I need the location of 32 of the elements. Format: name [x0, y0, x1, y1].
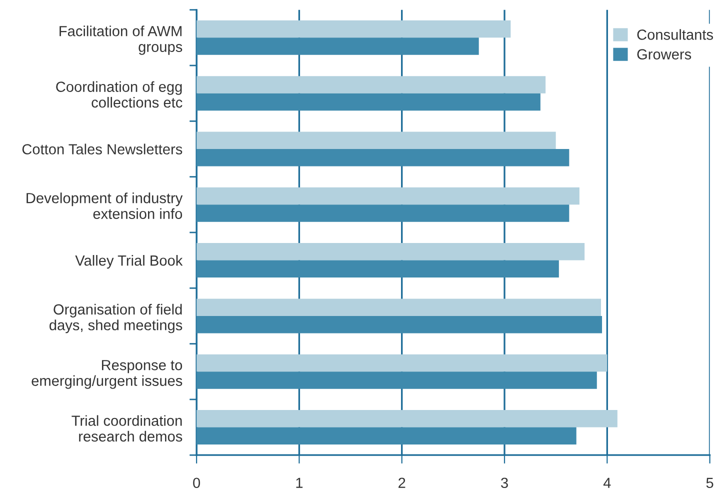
bar	[196, 93, 540, 111]
bar	[196, 76, 546, 94]
bar	[196, 20, 511, 38]
bar	[196, 187, 580, 205]
bar	[196, 38, 479, 55]
bar	[196, 260, 559, 278]
bar	[196, 148, 570, 166]
bar	[196, 354, 608, 372]
x-tick-label: 5	[706, 478, 714, 488]
bar	[196, 410, 618, 428]
legend-label: Consultants	[637, 29, 714, 40]
bar	[196, 204, 570, 222]
bar	[196, 132, 556, 149]
y-tick-label: Response to emerging/urgent issues	[32, 360, 182, 389]
bar	[196, 427, 576, 445]
bar	[196, 298, 601, 316]
x-tick-label: 2	[398, 478, 406, 488]
y-tick-label: Valley Trial Book	[75, 255, 183, 269]
y-tick-label: Trial coordination research demos	[72, 415, 182, 442]
x-tick-label: 0	[193, 478, 200, 488]
x-tick-label: 1	[296, 478, 303, 488]
y-tick-label: Coordination of egg collections etc	[56, 81, 182, 108]
y-tick-label: Development of industry extension info	[26, 192, 183, 219]
bar	[196, 316, 602, 334]
x-tick-label: 4	[603, 478, 611, 488]
y-tick-label: Cotton Tales Newsletters	[22, 144, 182, 154]
bar	[196, 372, 597, 389]
x-tick-label: 3	[501, 478, 508, 488]
y-tick-label: Organisation of field days, shed meetings	[50, 304, 182, 334]
bar	[196, 243, 585, 260]
y-tick-label: Facilitation of AWM groups	[60, 26, 182, 55]
legend-label: Growers	[637, 49, 692, 60]
